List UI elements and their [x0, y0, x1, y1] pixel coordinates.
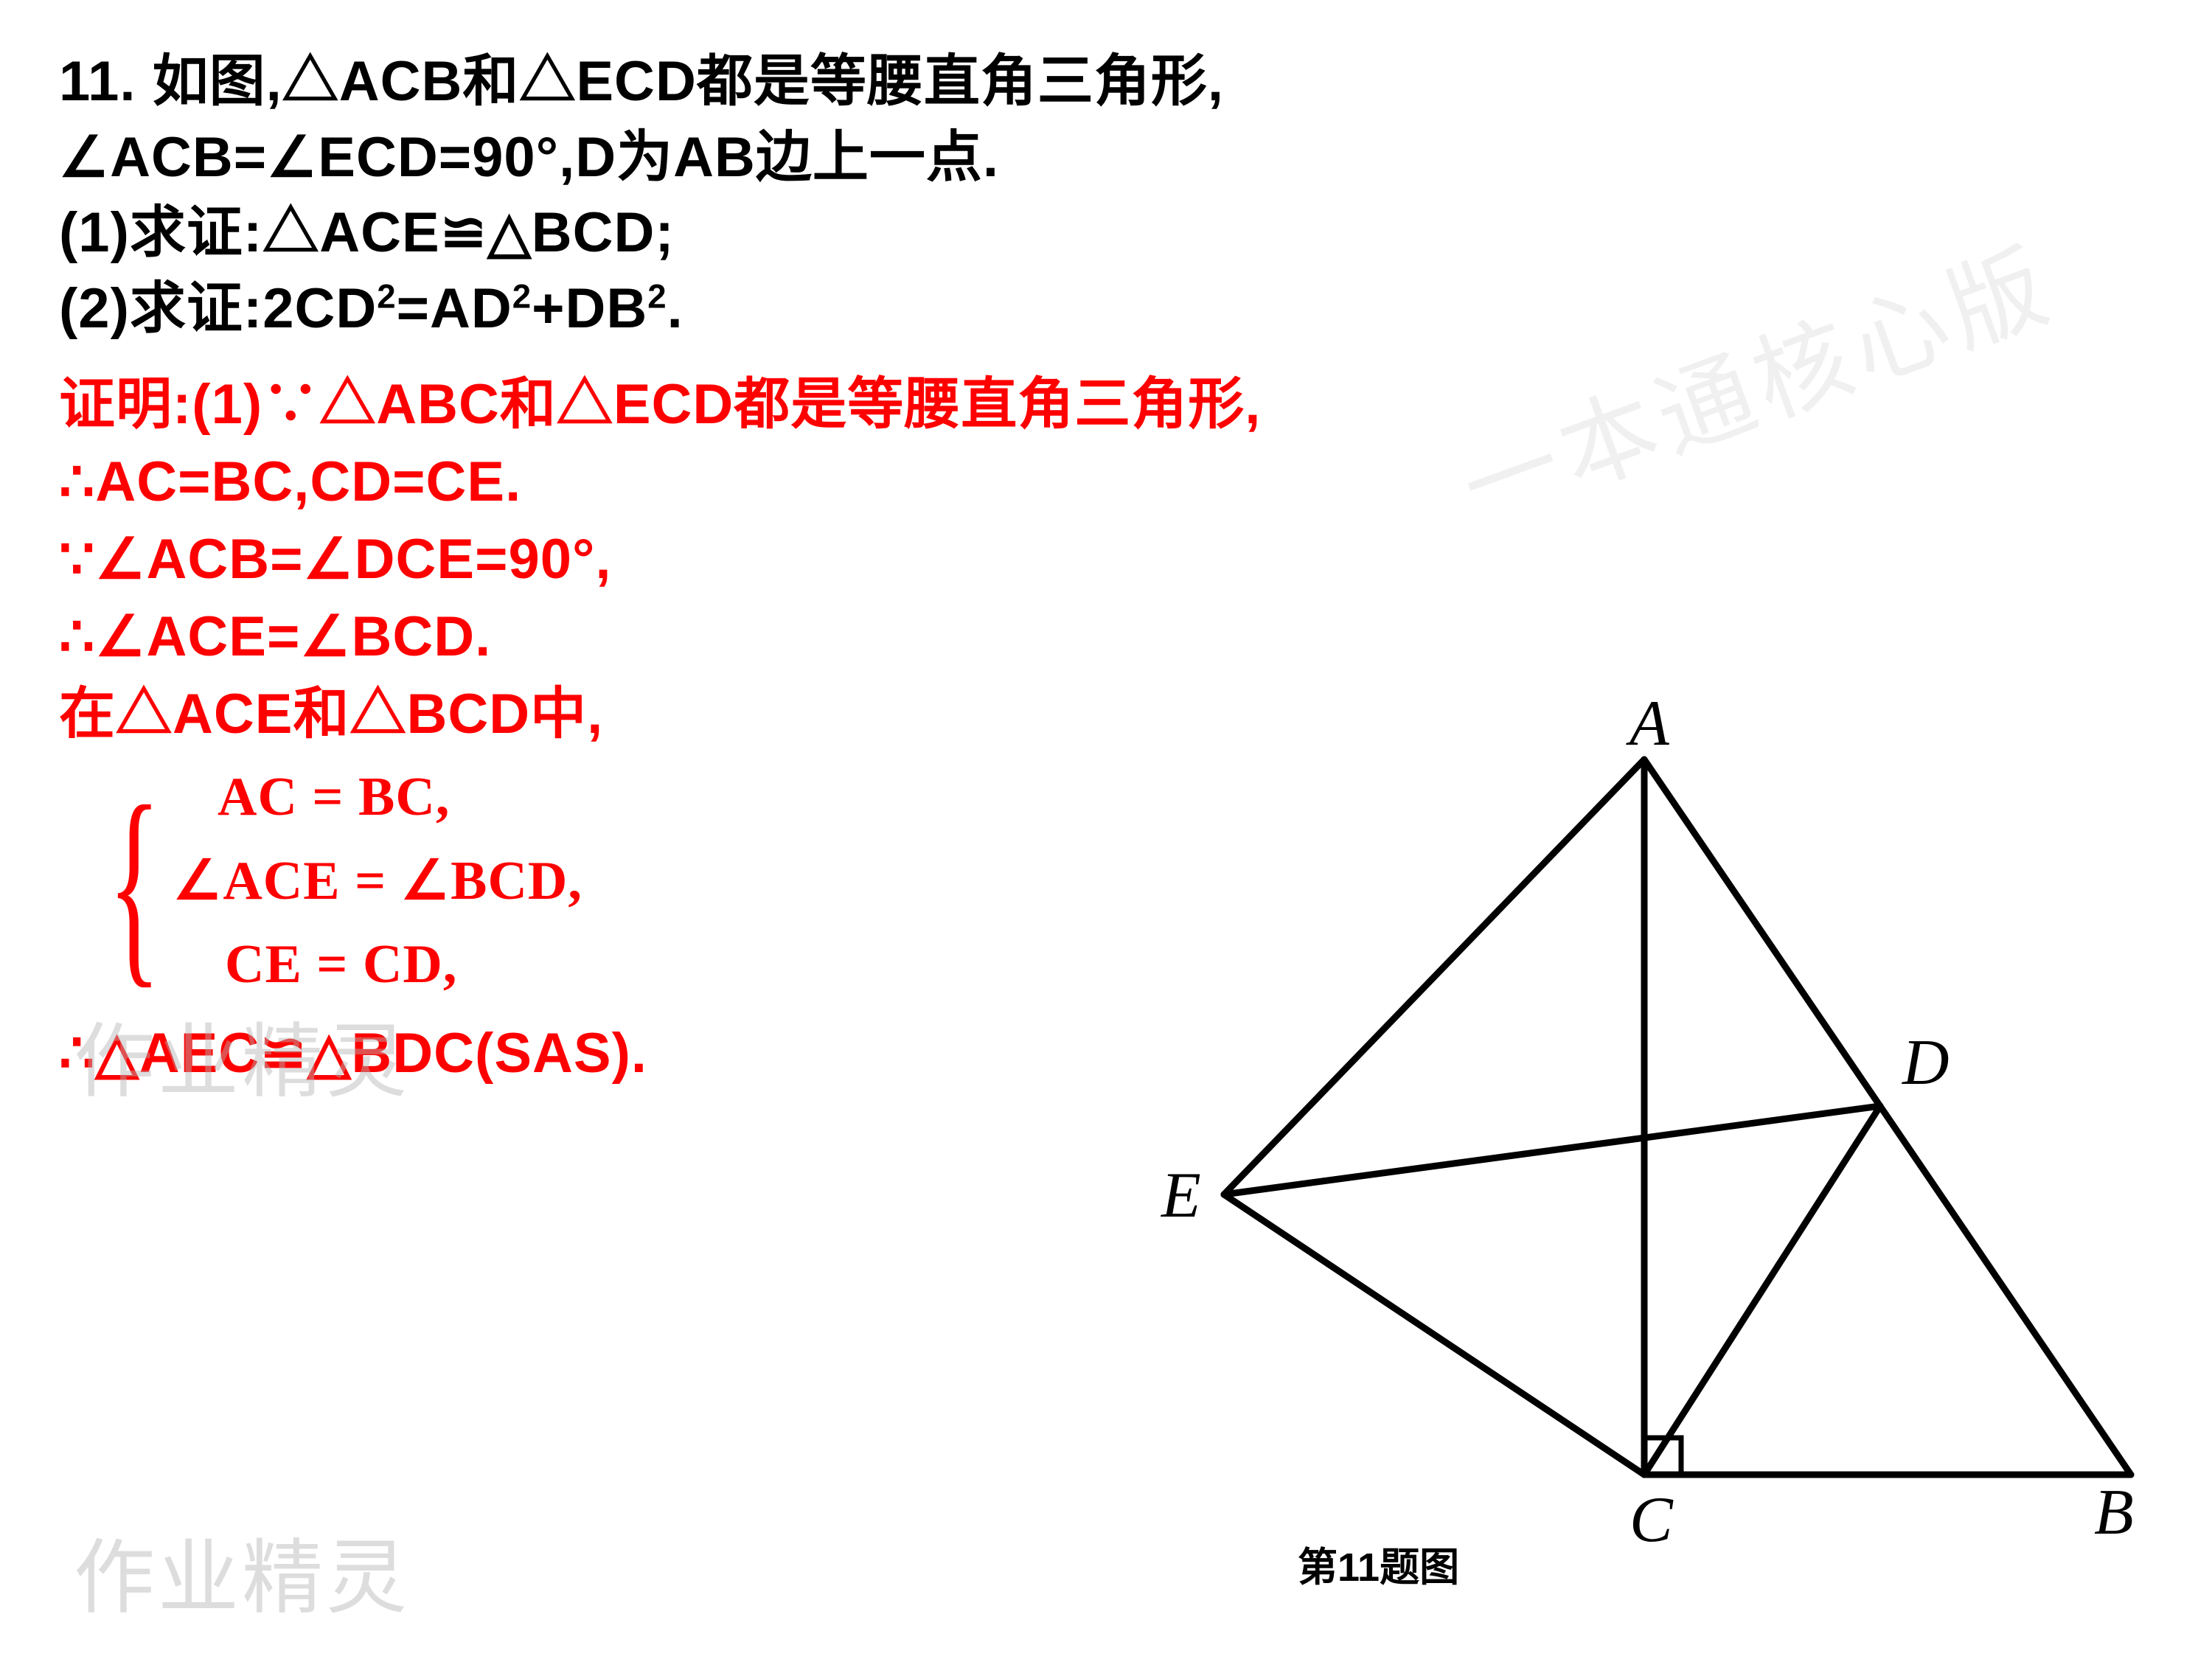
svg-text:B: B: [2094, 1477, 2134, 1548]
problem-line4: (2)求证:2CD2=AD2+DB2.: [59, 271, 2153, 347]
problem-statement: 11. 如图,△ACB和△ECD都是等腰直角三角形, ∠ACB=∠ECD=90°…: [59, 44, 2153, 347]
problem-line1: 如图,△ACB和△ECD都是等腰直角三角形,: [153, 50, 1224, 113]
svg-text:A: A: [1626, 693, 1670, 759]
figure-caption: 第11题图: [1298, 1534, 1459, 1593]
svg-text:C: C: [1630, 1484, 1674, 1556]
geometry-figure: A B C D E 第11题图: [1128, 693, 2160, 1615]
problem-number: 11.: [59, 50, 136, 113]
brace-eq1: AC = BC,: [173, 758, 582, 837]
triangle-diagram: A B C D E: [1128, 693, 2160, 1615]
brace-equations: AC = BC, ∠ACE = ∠BCD, CE = CD,: [173, 758, 582, 1009]
brace-eq2: ∠ACE = ∠BCD,: [173, 842, 582, 921]
watermark-text: 作业精灵: [74, 1512, 410, 1630]
solution-line1: 证明:(1)∵△ABC和△ECD都是等腰直角三角形,: [59, 369, 2153, 442]
problem-line2: ∠ACB=∠ECD=90°,D为AB边上一点.: [59, 120, 2153, 196]
svg-text:E: E: [1160, 1160, 1201, 1231]
svg-text:D: D: [1902, 1027, 1950, 1099]
left-brace-icon: {: [108, 795, 161, 972]
solution-line4: ∴∠ACE=∠BCD.: [59, 601, 2153, 674]
solution-line2: ∴AC=BC,CD=CE.: [59, 446, 2153, 519]
solution-line3: ∵∠ACB=∠DCE=90°,: [59, 524, 2153, 597]
problem-line3: (1)求证:△ACE≌△BCD;: [59, 195, 2153, 271]
brace-eq3: CE = CD,: [173, 925, 582, 1004]
